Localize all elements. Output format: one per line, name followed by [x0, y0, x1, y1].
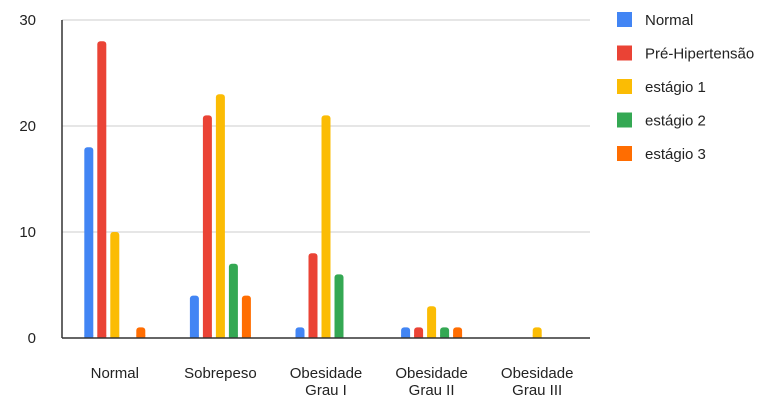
bar-base [189, 335, 199, 338]
bar [97, 41, 107, 338]
bar-base [110, 335, 120, 338]
legend-label: Normal [645, 12, 693, 29]
x-category-label-line: Obesidade [290, 365, 363, 382]
x-category-label-line: Obesidade [501, 365, 574, 382]
bar-base [84, 335, 94, 338]
x-category-label: Normal [91, 365, 139, 382]
bar [110, 232, 120, 338]
bar [308, 253, 318, 338]
bar-base [215, 335, 225, 338]
legend-swatch [617, 79, 632, 94]
bar-base [136, 335, 146, 338]
x-category-label-line: Sobrepeso [184, 365, 257, 382]
bar [202, 115, 212, 339]
bar [215, 94, 225, 338]
legend-swatch [617, 12, 632, 27]
x-category-label: Sobrepeso [184, 365, 257, 382]
x-category-label: Obesidade Grau I [290, 365, 363, 399]
legend-item: Normal [617, 12, 693, 29]
x-category-label-line: Obesidade [395, 365, 468, 382]
bar-base [228, 335, 238, 338]
legend: Normal Pré-Hipertensão estágio 1 estágio 2 e… [617, 12, 754, 163]
bar-base [308, 335, 318, 338]
x-category-label-line: Grau II [409, 382, 455, 399]
legend-item: estágio 2 [617, 112, 706, 130]
x-category-label: Obesidade Grau II [395, 365, 468, 399]
bar-base [241, 335, 251, 338]
bar-base [427, 335, 437, 338]
x-category-label-line: Grau III [512, 382, 562, 399]
bar [228, 263, 238, 338]
legend-swatch [617, 112, 632, 128]
legend-item: estágio 3 [617, 146, 706, 163]
bar-base [401, 335, 411, 338]
bar-base [440, 335, 450, 338]
legend-swatch [617, 146, 632, 161]
y-tick-label: 30 [19, 12, 36, 29]
x-category-label-line: Normal [91, 365, 139, 382]
bar-base [97, 335, 107, 338]
bar-base [334, 335, 344, 338]
bar [189, 295, 199, 338]
x-category-label-line: Grau I [305, 382, 347, 399]
legend-label: Pré-Hipertensão [645, 46, 754, 63]
bar-base [202, 335, 212, 338]
bar [84, 147, 94, 338]
x-category-label: Obesidade Grau III [501, 365, 574, 399]
bar [321, 115, 331, 339]
y-tick-label: 10 [19, 224, 36, 241]
legend-swatch [617, 45, 632, 61]
bar-base [295, 335, 305, 338]
y-tick-label: 20 [19, 118, 36, 135]
legend-item: Pré-Hipertensão [617, 45, 754, 63]
bar-base [321, 335, 331, 338]
bar-base [453, 335, 463, 338]
bars-layer [84, 41, 542, 339]
bar [241, 295, 251, 338]
legend-label: estágio 2 [645, 113, 706, 130]
y-tick-label: 0 [28, 330, 36, 347]
legend-label: estágio 3 [645, 146, 706, 163]
legend-item: estágio 1 [617, 79, 706, 96]
bar [427, 306, 437, 338]
bar [334, 274, 344, 338]
bar-base [532, 335, 542, 338]
bar-base [414, 335, 424, 338]
legend-label: estágio 1 [645, 79, 706, 96]
